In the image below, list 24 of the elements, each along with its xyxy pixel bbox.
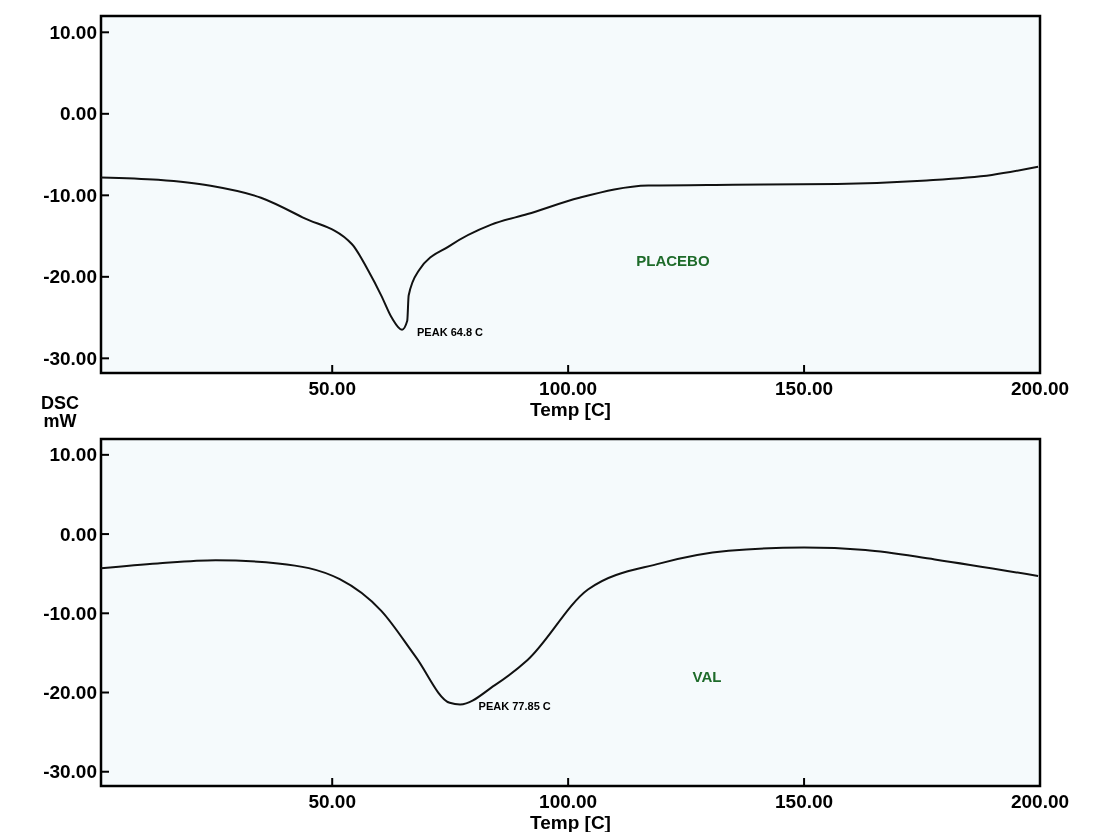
annotation: PEAK 64.8 C	[417, 325, 484, 338]
text: VAL	[692, 667, 722, 685]
x-tick-label: 150.00	[775, 791, 834, 812]
text: PLACEBO	[636, 251, 710, 269]
x-tick-label: 150.00	[775, 378, 834, 399]
annotation: PEAK 77.85 C	[478, 700, 551, 713]
y-tick-label: 0.00	[60, 523, 97, 545]
y-tick-label: -10.00	[43, 184, 97, 206]
y-tick-label: -30.00	[43, 761, 97, 783]
y-tick-label: -20.00	[43, 266, 97, 288]
y-tick-label: -10.00	[43, 602, 97, 624]
y-tick-label: -20.00	[43, 682, 97, 704]
x-tick-label: 100.00	[539, 378, 598, 399]
x-tick-label: 200.00	[1010, 791, 1070, 812]
x-tick-label: 100.00	[539, 791, 598, 812]
y-tick-label: -30.00	[43, 347, 97, 369]
x-tick-label: 50.00	[308, 791, 356, 812]
x-axis-title: Temp [C]	[530, 399, 611, 420]
x-tick-label: 50.00	[308, 378, 356, 399]
x-tick-label: 200.00	[1010, 378, 1070, 399]
y-tick-label: 0.00	[60, 103, 97, 125]
y-tick-label: 10.00	[49, 21, 97, 43]
y-axis-title: DSC mW	[40, 393, 80, 431]
y-tick-label: 10.00	[49, 444, 97, 466]
